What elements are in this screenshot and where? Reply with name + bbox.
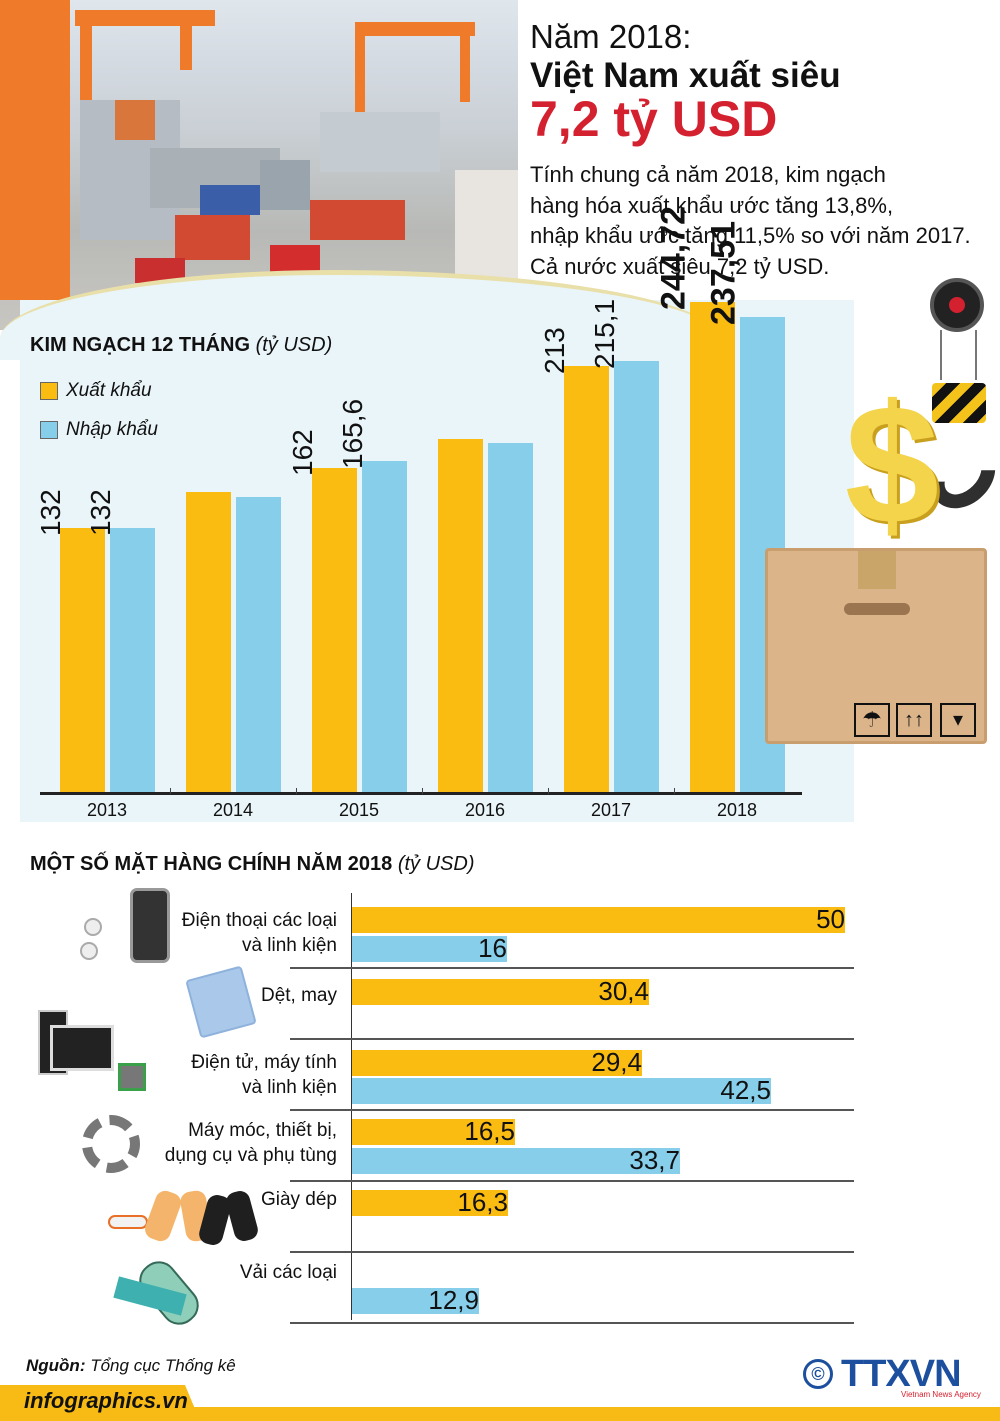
cable-icon	[975, 330, 977, 380]
category-label-machinery: Máy móc, thiết bị, dụng cụ và phụ tùng	[164, 1120, 337, 1166]
hbar-import-phones: 16	[352, 933, 507, 963]
bar-export-2017: 213	[539, 327, 609, 792]
shoes-icon	[108, 1185, 261, 1248]
agency-logo-text: TTXVN	[841, 1353, 962, 1395]
x-label-2017: 2017	[590, 800, 632, 820]
hook-block-icon	[932, 383, 986, 423]
bar-import-2015: 165,6	[337, 399, 407, 792]
row-divider	[290, 1109, 854, 1111]
category-label-phones: Điện thoại các loại và linh kiện	[181, 910, 337, 956]
bar-import-2013: 132	[85, 489, 155, 792]
lead-line: Tính chung cả năm 2018, kim ngạch	[530, 162, 886, 187]
y-axis-line	[351, 893, 352, 1320]
category-label-fabric: Vải các loại	[239, 1262, 337, 1283]
x-label-2015: 2015	[338, 800, 380, 820]
lead-line: hàng hóa xuất khẩu ước tăng 13,8%,	[530, 192, 894, 218]
smartphone-icon	[130, 888, 170, 963]
chart2-unit: (tỷ USD)	[397, 853, 475, 875]
fragile-icon: ▾	[940, 703, 976, 737]
hbar-import-electronics: 42,5	[352, 1075, 771, 1105]
bar-export-2018: 244,72	[654, 206, 735, 792]
chart1-title: KIM NGẠCH 12 THÁNG (tỷ USD)	[30, 334, 333, 356]
copyright-icon: ©	[803, 1359, 833, 1389]
headline-main: Việt Nam xuất siêu	[530, 56, 841, 95]
footer-tab	[0, 1385, 200, 1421]
x-axis-tick	[296, 788, 297, 794]
x-axis-tick	[674, 788, 675, 794]
x-axis-tick	[422, 788, 423, 794]
category-label-electronics: Điện tử, máy tính và linh kiện	[191, 1052, 337, 1098]
x-axis-tick	[548, 788, 549, 794]
cardboard-box-icon: ☂ ↑↑ ▾	[765, 548, 987, 744]
hbar-import-machinery: 33,7	[352, 1145, 680, 1175]
legend-swatch-export	[40, 382, 58, 400]
umbrella-icon: ☂	[854, 703, 890, 737]
row-divider	[290, 1251, 854, 1253]
category-label-footwear: Giày dép	[260, 1189, 337, 1210]
lead-paragraph: Tính chung cả năm 2018, kim ngạch hàng h…	[530, 160, 1000, 282]
row-divider	[290, 1038, 854, 1040]
row-divider	[290, 1322, 854, 1324]
microchip-icon	[118, 1063, 146, 1091]
x-axis-line	[40, 792, 802, 795]
bar-import-2017: 215,1	[589, 299, 659, 792]
lead-line: Cả nước xuất siêu 7,2 tỷ USD.	[530, 253, 830, 279]
bar-export-2016	[438, 439, 483, 792]
headline-year: Năm 2018:	[530, 18, 692, 55]
ttxvn-logo: © TTXVN Vietnam News Agency	[803, 1353, 981, 1399]
hbar-export-phones: 50	[352, 904, 845, 934]
x-label-2016: 2016	[464, 800, 506, 820]
bar-export-2014	[186, 492, 231, 792]
gear-piston-icon	[82, 1115, 140, 1173]
legend-item-export: Xuất khẩu	[40, 380, 152, 402]
agency-logo-subtitle: Vietnam News Agency	[901, 1390, 981, 1399]
bar-export-2013: 132	[35, 489, 105, 792]
category-label-textiles: Dệt, may	[260, 985, 337, 1006]
row-divider	[290, 1180, 854, 1182]
earphones-icon	[80, 942, 98, 960]
hbar-import-fabric: 12,9	[352, 1285, 479, 1315]
source-note: Nguồn: Tổng cục Thống kê	[26, 1356, 236, 1375]
hbar-export-electronics: 29,4	[352, 1047, 642, 1077]
bar-import-2016	[488, 443, 533, 792]
bar-import-2014	[236, 497, 281, 792]
this-way-up-icon: ↑↑	[896, 703, 932, 737]
x-label-2014: 2014	[212, 800, 254, 820]
legend-item-import: Nhập khẩu	[40, 419, 158, 441]
hbar-export-machinery: 16,5	[352, 1116, 515, 1146]
computer-monitor-icon	[50, 1025, 114, 1071]
site-link[interactable]: infographics.vn	[24, 1388, 188, 1413]
earphones-icon	[84, 918, 102, 936]
hbar-export-textiles: 30,4	[352, 976, 649, 1006]
footer-band	[0, 1407, 1000, 1421]
cable-icon	[940, 330, 942, 380]
chart2-title: MỘT SỐ MẶT HÀNG CHÍNH NĂM 2018 (tỷ USD)	[30, 853, 475, 875]
bar-export-2015: 162	[287, 429, 357, 792]
x-axis-tick	[170, 788, 171, 794]
x-label-2013: 2013	[86, 800, 128, 820]
dollar-sign-icon: $	[844, 370, 940, 560]
hbar-export-footwear: 16,3	[352, 1187, 508, 1217]
headline-figure: 7,2 tỷ USD	[530, 91, 778, 147]
lead-line: nhập khẩu ước tăng 11,5% so với năm 2017…	[530, 223, 971, 248]
chart1-unit: (tỷ USD)	[255, 334, 333, 356]
legend-swatch-import	[40, 421, 58, 439]
shirt-icon	[185, 965, 257, 1039]
port-container-photo	[0, 0, 518, 330]
x-label-2018: 2018	[716, 800, 758, 820]
row-divider	[290, 967, 854, 969]
pulley-icon	[930, 278, 984, 332]
